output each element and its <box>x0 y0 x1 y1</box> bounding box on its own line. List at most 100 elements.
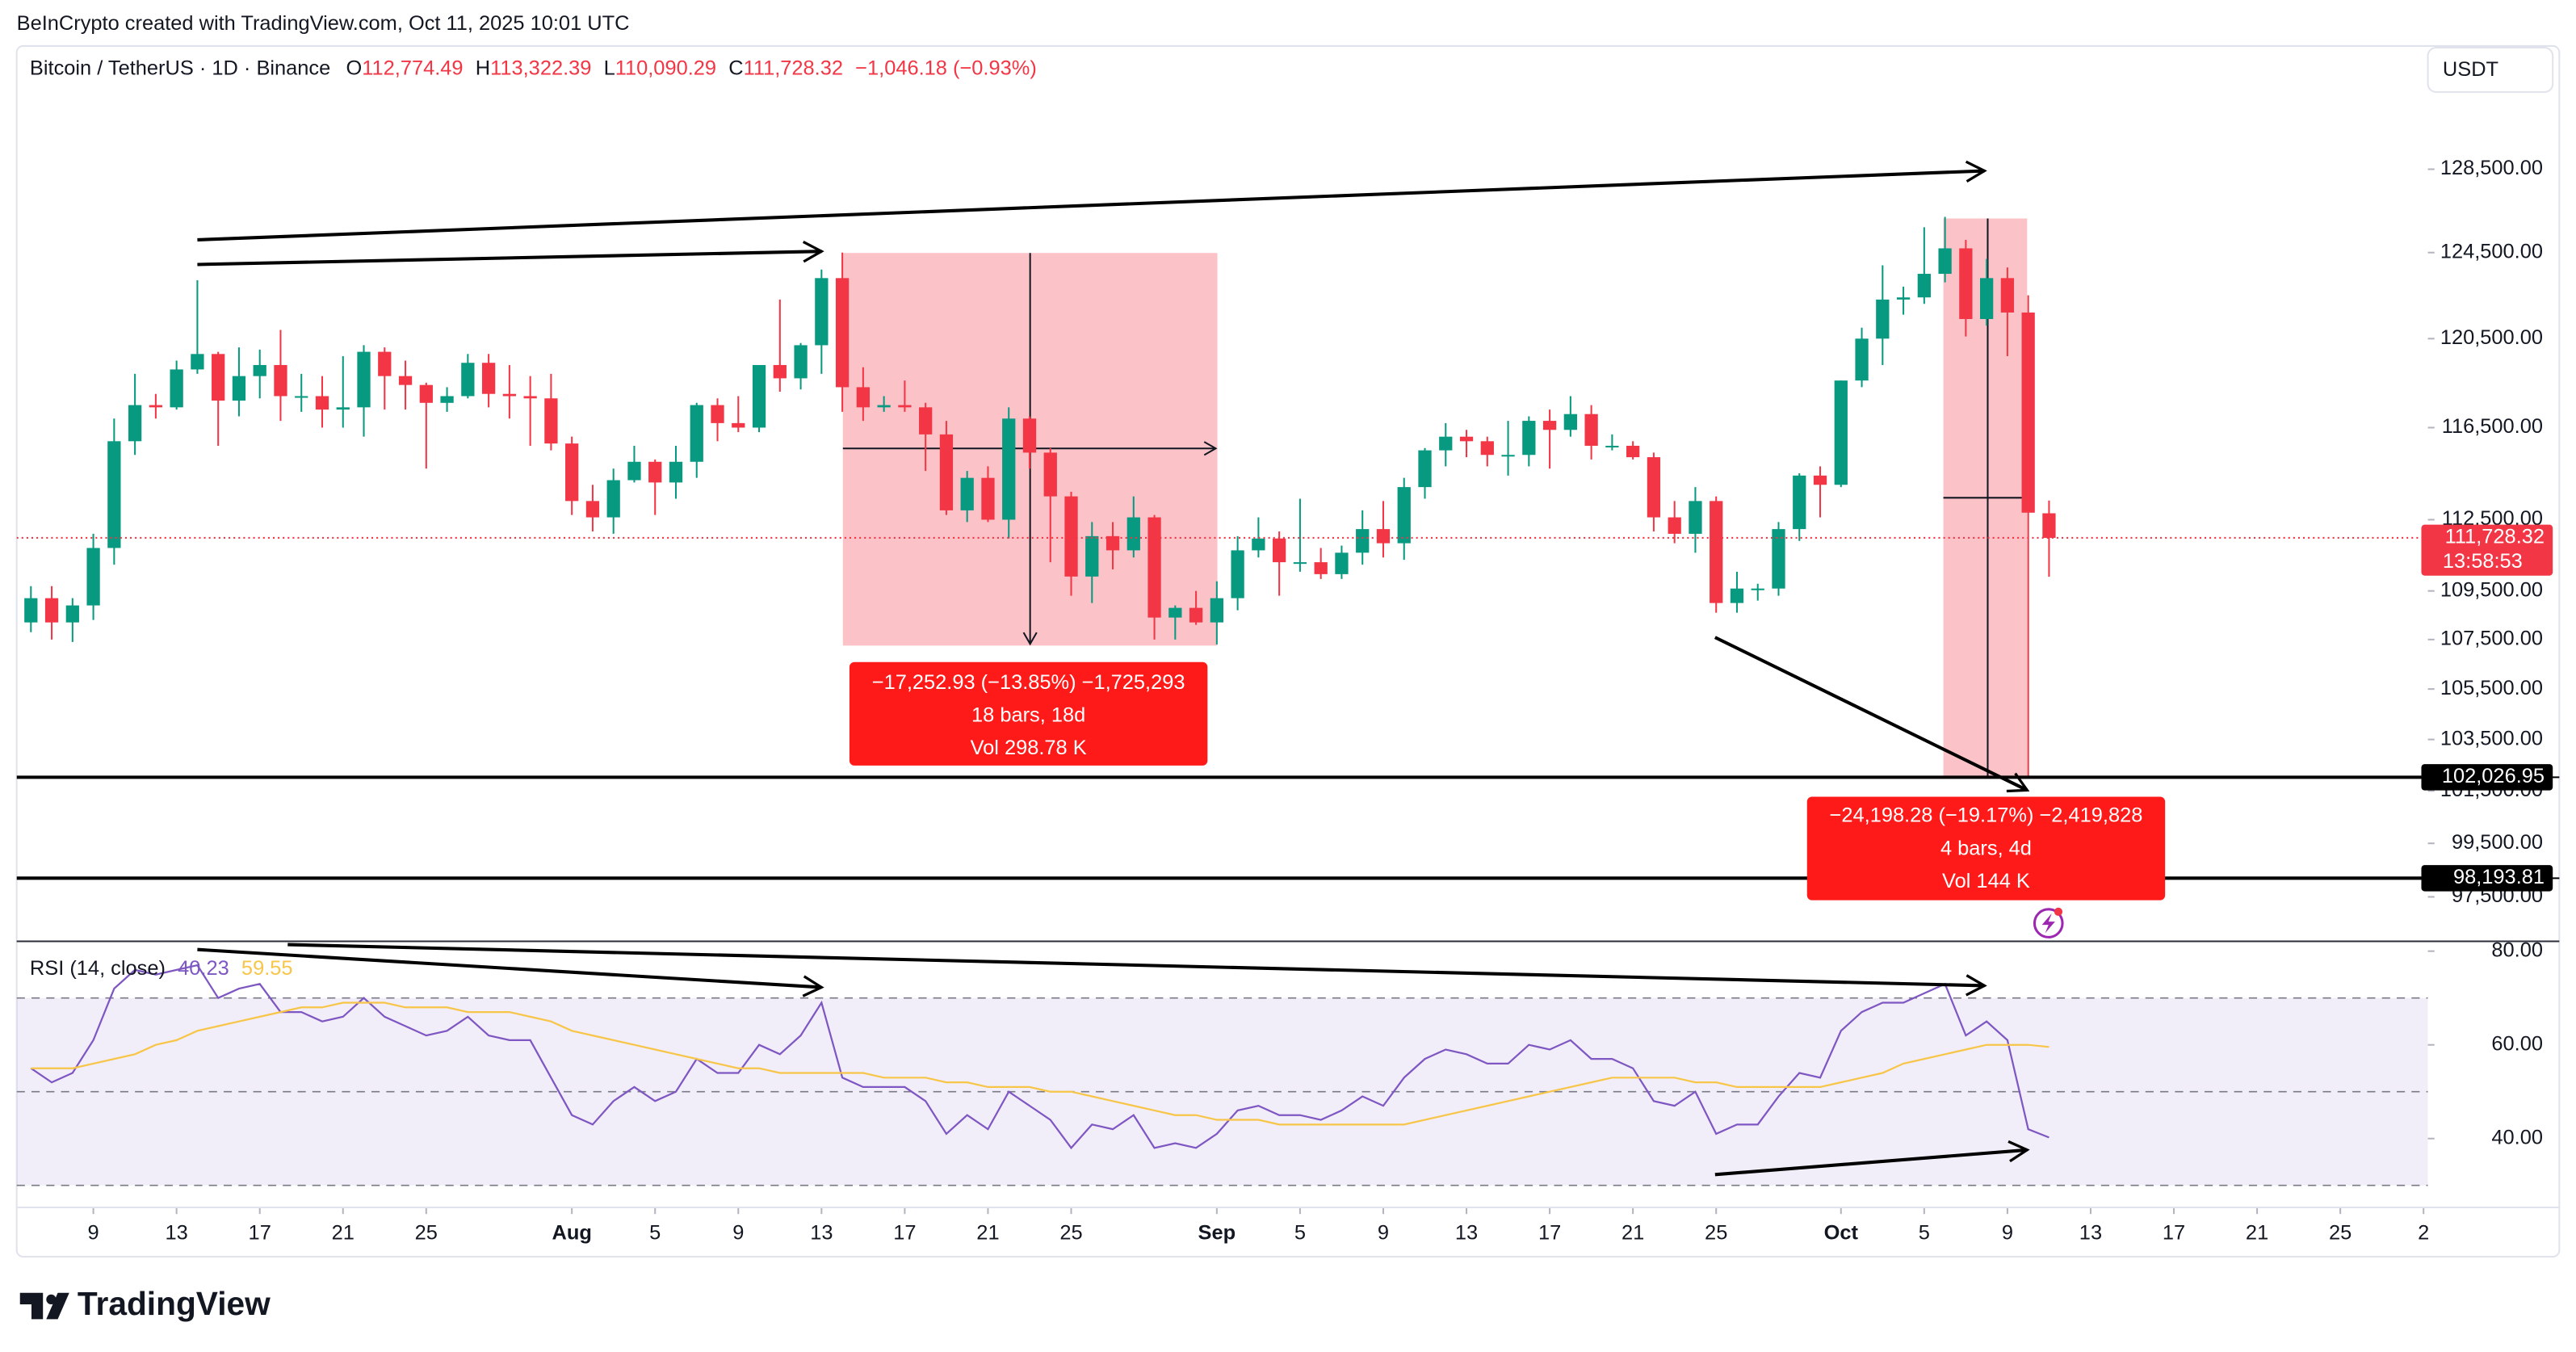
measure-label-box <box>849 661 1208 766</box>
rsi-ma-value: 59.55 <box>241 957 293 980</box>
candle-body <box>1605 445 1619 447</box>
y-tick-label: 107,500.00 <box>2440 628 2543 650</box>
candle-body <box>1314 562 1328 574</box>
rsi-line <box>31 1001 2049 1126</box>
candle-body <box>1397 487 1411 544</box>
candle-body <box>191 354 204 370</box>
candle-body <box>606 480 620 518</box>
candle-body <box>1085 535 1099 577</box>
candle-body <box>690 405 703 462</box>
ohlc-key: O <box>346 57 363 79</box>
candle-body <box>1501 455 1515 457</box>
price-tag <box>2421 764 2553 791</box>
candle-body <box>315 396 329 410</box>
x-tick-label: 17 <box>2163 1221 2185 1244</box>
candle-body <box>65 605 79 623</box>
x-tick-label: 25 <box>2329 1221 2352 1244</box>
price-pane <box>16 216 2428 880</box>
candle-body <box>1772 529 1785 589</box>
candle-body <box>212 354 225 401</box>
candle-body <box>565 443 579 502</box>
candle-body <box>856 387 871 408</box>
price-tag-label: 98,193.81 <box>2453 866 2545 888</box>
x-tick-label: 25 <box>415 1221 438 1244</box>
candle-body <box>24 598 38 623</box>
currency-button[interactable] <box>2427 46 2554 93</box>
x-tick-label: 17 <box>1538 1221 1561 1244</box>
y-tick-label: 99,500.00 <box>2452 831 2543 854</box>
candle-body <box>2021 312 2035 513</box>
candle-body <box>336 407 350 410</box>
candle-body <box>1273 538 1286 563</box>
x-tick-label: 21 <box>1622 1221 1644 1244</box>
candle-body <box>939 434 954 510</box>
event-icon-dot <box>2054 907 2063 916</box>
candle-body <box>170 369 183 408</box>
trend-lines <box>197 160 2030 1177</box>
candle-body <box>232 376 246 401</box>
candle-body <box>1710 501 1723 603</box>
axes: 128,500.00 124,500.00 120,500.00 116,500.00… <box>88 157 2560 1244</box>
x-tick-label: 9 <box>2002 1221 2013 1244</box>
candle-body <box>295 396 308 398</box>
candle-body <box>440 396 454 403</box>
rsi-pane <box>16 964 2428 1186</box>
candle-body <box>398 376 413 385</box>
x-tick-label: 17 <box>249 1221 271 1244</box>
trend-line <box>197 160 1987 241</box>
candle-body <box>585 501 600 518</box>
price-tag <box>2421 865 2553 892</box>
candle-body <box>1210 598 1223 623</box>
candle-body <box>1896 297 1911 300</box>
candle-body <box>648 461 662 483</box>
ohlc-key: C <box>728 57 743 79</box>
x-tick-label: 17 <box>893 1221 916 1244</box>
candle-body <box>919 407 933 435</box>
candle-body <box>1480 441 1494 456</box>
candle-body <box>627 461 641 481</box>
candle-body <box>981 477 995 520</box>
x-tick-label: Aug <box>552 1221 591 1244</box>
measure-label-box <box>1806 796 2166 901</box>
event-icon <box>2033 907 2064 938</box>
x-tick-label: 13 <box>166 1221 188 1244</box>
y-tick-label: 80.00 <box>2491 938 2543 961</box>
trend-line <box>1714 1140 2030 1177</box>
currency-label[interactable]: USDT <box>2443 58 2498 81</box>
measure-label: Vol 298.78 K <box>971 737 1087 759</box>
candle-body <box>1189 607 1203 623</box>
candle-body <box>2000 278 2015 313</box>
y-tick-label: 120,500.00 <box>2440 326 2543 349</box>
x-tick-label: 5 <box>649 1221 661 1244</box>
brand-logo: TradingView <box>19 1285 271 1322</box>
price-tag <box>2421 524 2553 576</box>
ohlc-value: 113,322.39 <box>490 57 591 79</box>
ohlc-value: 111,728.32 <box>744 57 843 79</box>
x-tick-label: 2 <box>2418 1221 2429 1244</box>
countdown: 13:58:53 <box>2443 550 2523 573</box>
candle-body <box>1647 457 1661 518</box>
measure-label: 4 bars, 4d <box>1940 837 2032 859</box>
candle-body <box>1376 529 1391 544</box>
candle-body <box>86 548 100 606</box>
candle-body <box>357 351 371 408</box>
candle-body <box>877 405 891 408</box>
x-tick-label: 21 <box>332 1221 355 1244</box>
x-tick-label: 9 <box>732 1221 744 1244</box>
price-tag-label: 102,026.95 <box>2442 765 2545 787</box>
candle-body <box>1418 450 1432 488</box>
candle-body <box>1542 421 1557 430</box>
candle-body <box>1793 475 1806 530</box>
candle-body <box>1584 414 1598 446</box>
candle-body <box>898 405 912 408</box>
candle-body <box>1668 517 1681 534</box>
brand: TradingView <box>78 1285 271 1322</box>
candle-body <box>1356 529 1370 553</box>
y-tick-label: 116,500.00 <box>2442 415 2543 438</box>
symbol: Bitcoin / TetherUS · 1D · Binance <box>30 57 330 79</box>
candle-body <box>669 461 683 483</box>
ohlc-key: H <box>476 57 490 79</box>
candle-body <box>544 398 558 444</box>
measure-label: −17,252.93 (−13.85%) −1,725,293 <box>872 671 1185 694</box>
